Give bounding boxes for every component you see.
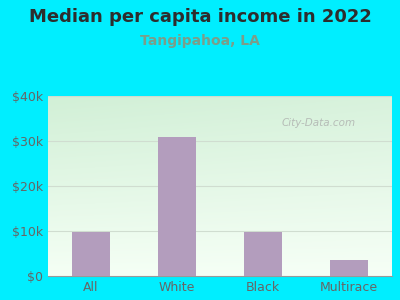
Bar — [244, 232, 282, 276]
Text: Tangipahoa, LA: Tangipahoa, LA — [140, 34, 260, 49]
Text: City-Data.com: City-Data.com — [282, 118, 356, 128]
Bar — [72, 232, 110, 276]
Text: Median per capita income in 2022: Median per capita income in 2022 — [28, 8, 372, 26]
Bar — [330, 260, 368, 276]
Bar — [158, 136, 196, 276]
